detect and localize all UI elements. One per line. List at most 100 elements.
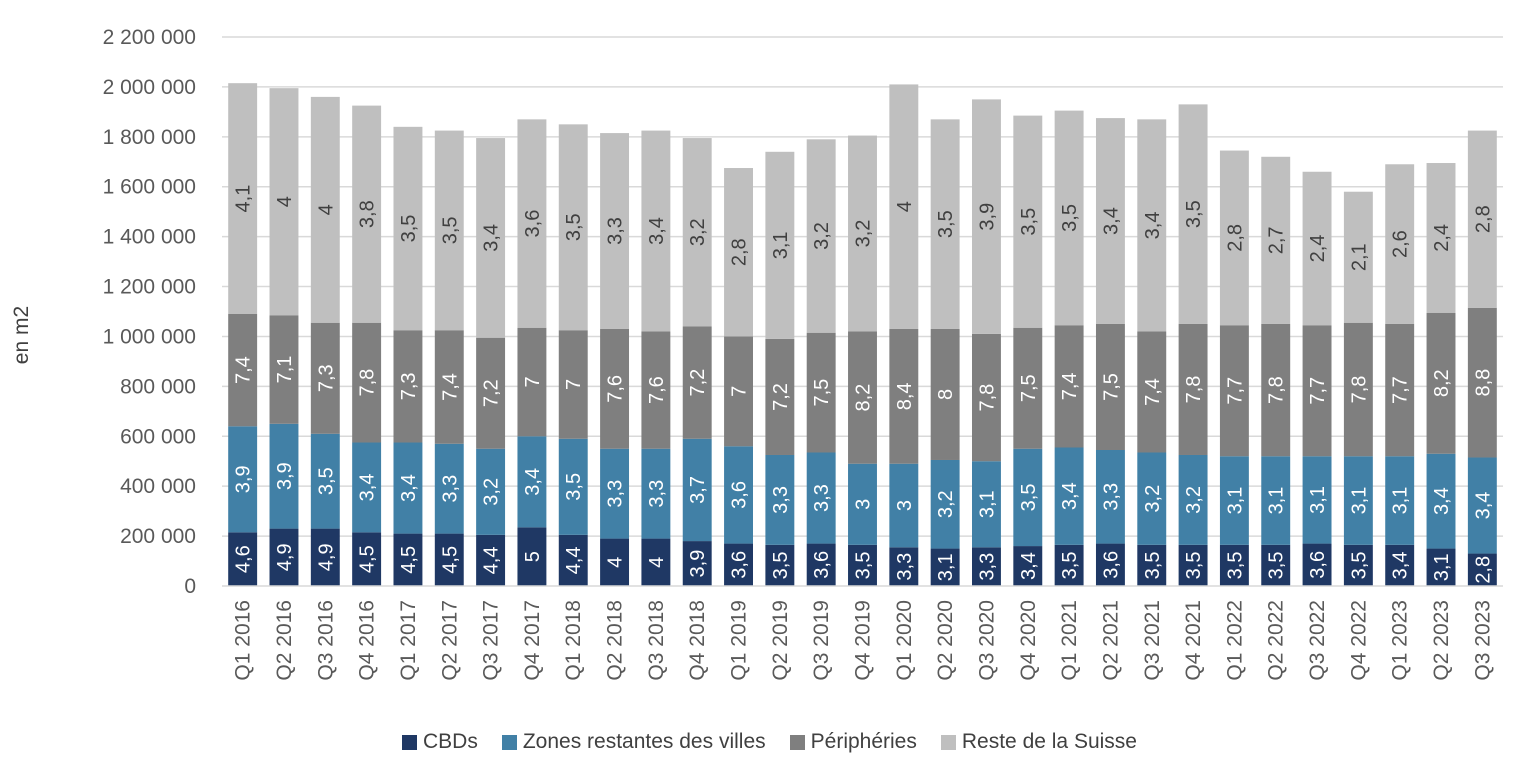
bar-segment <box>1054 110 1084 326</box>
bar-segment <box>228 532 258 586</box>
bar-value-label: 3,3 <box>976 553 998 581</box>
bar-value-label: 3,4 <box>646 217 668 245</box>
bar-segment <box>352 532 382 586</box>
x-tick-label: Q3 2019 <box>810 600 833 681</box>
bar-segment <box>889 84 919 329</box>
bar-value-label: 7,5 <box>1100 373 1122 401</box>
bar-segment <box>765 151 795 339</box>
y-axis-title: en m2 <box>10 305 33 365</box>
bar-segment <box>889 463 919 548</box>
legend-label-reste-suisse: Reste de la Suisse <box>961 730 1137 753</box>
bar-value-label: 4 <box>894 201 916 212</box>
bar-value-label: 7,4 <box>1142 378 1164 406</box>
legend-item-peripheries: Périphéries <box>789 730 917 754</box>
bar-value-label: 3,1 <box>1224 487 1246 515</box>
bar-value-label: 3,4 <box>1018 552 1040 580</box>
bar-segment <box>269 528 299 586</box>
bar-value-label: 4,5 <box>357 545 379 573</box>
bar-value-label: 3,5 <box>1018 484 1040 512</box>
bar-segment <box>1385 164 1415 324</box>
x-tick-label: Q1 2018 <box>562 600 585 681</box>
bar-segment <box>724 336 753 447</box>
bar-value-label: 3,1 <box>1431 553 1453 581</box>
bar-segment <box>641 130 671 332</box>
bar-value-label: 4 <box>605 557 627 568</box>
bar-value-label: 3,3 <box>811 484 833 512</box>
legend-swatch-zones-restantes <box>501 734 517 750</box>
bar-segment <box>806 543 836 586</box>
x-tick-label: Q2 2019 <box>769 600 792 681</box>
bar-segment <box>806 452 836 544</box>
bar-value-label: 2,8 <box>1224 224 1246 252</box>
bar-value-label: 7,7 <box>1307 377 1329 405</box>
bar-segment <box>1219 325 1249 457</box>
legend-swatch-cbds <box>402 734 417 750</box>
bar-value-label: 4 <box>315 204 337 215</box>
bar-value-label: 3,1 <box>770 231 792 259</box>
bar-segment <box>972 547 1001 586</box>
bar-segment <box>517 327 547 437</box>
bar-segment <box>310 528 340 586</box>
bar-segment <box>1261 323 1291 457</box>
bar-value-label: 7,4 <box>1059 372 1081 400</box>
bar-value-label: 7,8 <box>357 369 379 397</box>
bar-segment <box>393 330 423 443</box>
bar-value-label: 7,8 <box>1266 376 1288 404</box>
bar-segment <box>1095 449 1125 544</box>
bar-value-label: 3,6 <box>729 481 751 509</box>
bar-value-label: 4,5 <box>439 546 461 574</box>
bar-segment <box>269 315 299 424</box>
bar-segment <box>228 426 258 533</box>
x-tick-label: Q3 2021 <box>1141 600 1164 681</box>
bar-segment <box>517 436 547 528</box>
bar-value-label: 3,5 <box>1183 552 1205 580</box>
bar-segment <box>1467 457 1497 554</box>
bar-value-label: 7,8 <box>976 384 998 412</box>
bar-segment <box>1426 163 1456 313</box>
bar-value-label: 3,6 <box>522 210 544 238</box>
bar-value-label: 8,2 <box>853 384 875 412</box>
bar-segment <box>724 446 753 544</box>
bar-segment <box>476 337 506 449</box>
bar-segment <box>641 331 671 449</box>
bar-value-label: 3,1 <box>976 490 998 518</box>
bar-value-label: 3,6 <box>1307 551 1329 579</box>
x-tick-label: Q1 2022 <box>1223 600 1246 681</box>
bar-value-label: 3,2 <box>853 220 875 248</box>
bar-segment <box>682 138 712 327</box>
y-tick-label: 800 000 <box>120 375 196 398</box>
bar-value-label: 7,4 <box>439 373 461 401</box>
bar-segment <box>558 534 588 586</box>
bar-value-label: 3,5 <box>1224 552 1246 580</box>
bar-value-label: 7,1 <box>274 356 296 384</box>
bar-value-label: 3,1 <box>935 553 957 581</box>
bar-segment <box>972 99 1001 334</box>
bar-segment <box>1385 323 1415 457</box>
bar-segment <box>1013 448 1043 547</box>
bar-segment <box>1426 548 1456 586</box>
bar-segment <box>930 119 960 329</box>
legend-item-zones-restantes: Zones restantes des villes <box>501 730 766 754</box>
bar-segment <box>1219 456 1249 545</box>
bar-segment <box>476 448 506 535</box>
bar-segment <box>558 330 588 439</box>
bar-segment <box>1426 453 1456 549</box>
x-tick-label: Q2 2021 <box>1099 600 1122 681</box>
bar-segment <box>641 448 671 539</box>
bar-value-label: 3,2 <box>935 490 957 518</box>
bar-value-label: 2,4 <box>1307 235 1329 263</box>
x-tick-label: Q1 2016 <box>232 600 255 681</box>
bar-value-label: 7,3 <box>315 364 337 392</box>
y-tick-label: 1 200 000 <box>103 276 196 299</box>
bar-segment <box>434 130 464 331</box>
bar-segment <box>600 328 630 449</box>
bar-segment <box>1178 454 1208 545</box>
bar-value-label: 7,6 <box>605 375 627 403</box>
bar-segment <box>1302 325 1332 457</box>
bar-value-label: 3,5 <box>1018 208 1040 236</box>
bar-segment <box>930 328 960 460</box>
x-tick-label: Q1 2021 <box>1058 600 1081 681</box>
bar-segment <box>393 442 423 534</box>
bar-value-label: 3,2 <box>1142 485 1164 513</box>
bar-segment <box>600 448 630 539</box>
